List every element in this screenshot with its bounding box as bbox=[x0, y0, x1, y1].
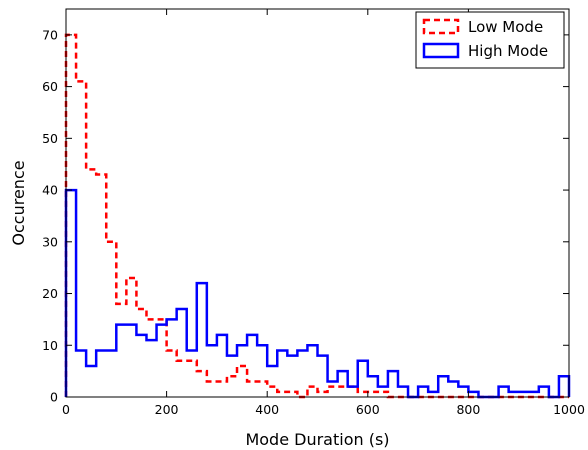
legend-box bbox=[415, 11, 565, 69]
x-tick-label: 1000 bbox=[553, 402, 585, 417]
legend-label-high-mode: High Mode bbox=[468, 42, 548, 60]
y-tick-label: 40 bbox=[42, 183, 58, 198]
x-axis-label: Mode Duration (s) bbox=[245, 430, 389, 449]
legend-swatch-high-mode bbox=[422, 42, 460, 59]
x-tick-label: 200 bbox=[155, 402, 179, 417]
y-tick-label: 20 bbox=[42, 286, 58, 301]
plot-frame bbox=[65, 8, 570, 398]
legend-swatch-low-mode bbox=[422, 18, 460, 35]
y-tick-label: 70 bbox=[42, 27, 58, 42]
y-tick-label: 0 bbox=[50, 390, 58, 405]
legend: Low Mode High Mode bbox=[415, 11, 565, 69]
y-tick-label: 60 bbox=[42, 79, 58, 94]
series-line-high-mode bbox=[64, 188, 571, 399]
x-tick-label: 0 bbox=[62, 402, 70, 417]
x-tick-label: 800 bbox=[456, 402, 480, 417]
x-tick-label: 400 bbox=[255, 402, 279, 417]
y-tick-label: 30 bbox=[42, 234, 58, 249]
series-layer bbox=[64, 33, 571, 399]
ticks-layer: 0 200 400 600 800 1000 0 10 20 30 40 50 60 70 bbox=[42, 9, 585, 417]
series-line-low-mode bbox=[64, 33, 569, 399]
y-tick-label: 50 bbox=[42, 131, 58, 146]
x-tick-label: 600 bbox=[356, 402, 380, 417]
y-tick-label: 10 bbox=[42, 338, 58, 353]
y-axis-label: Occurence bbox=[9, 160, 28, 245]
legend-label-low-mode: Low Mode bbox=[468, 18, 543, 36]
